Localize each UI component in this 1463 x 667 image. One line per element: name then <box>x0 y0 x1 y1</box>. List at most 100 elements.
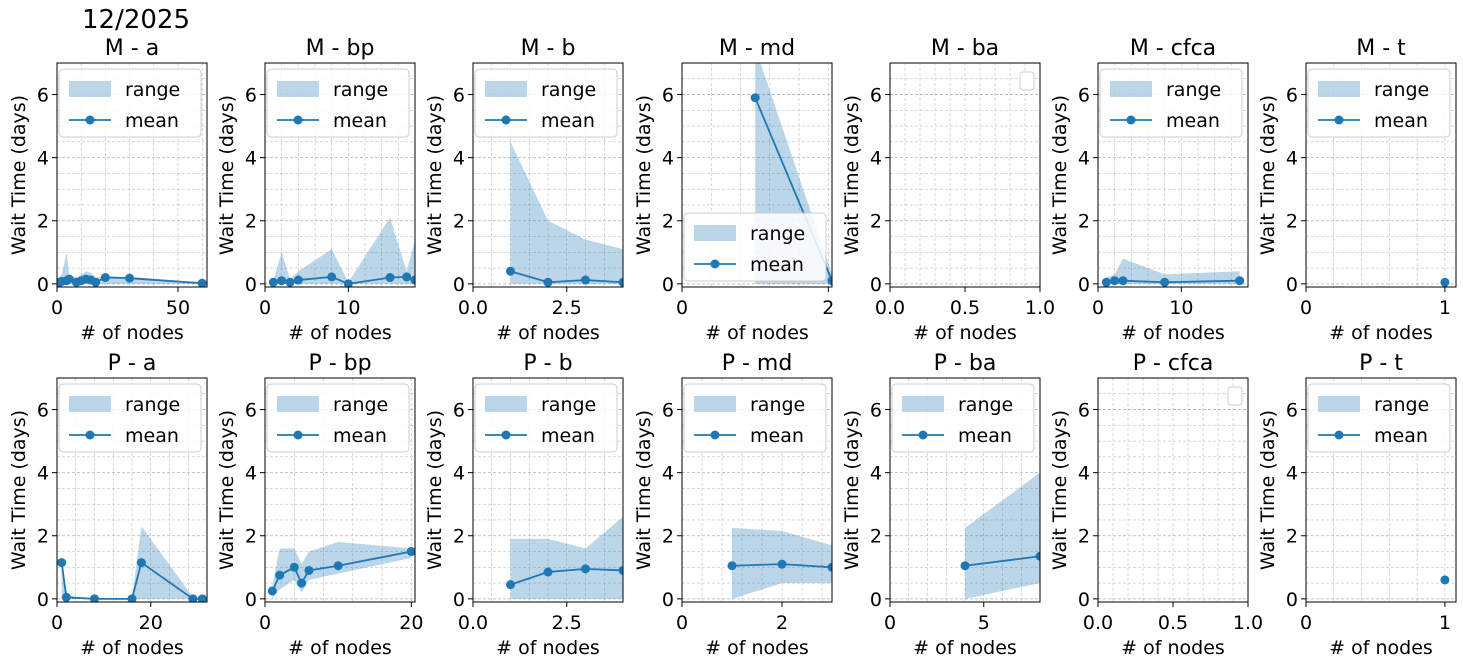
legend-mean-label: mean <box>125 110 179 132</box>
x-axis-label: # of nodes <box>913 322 1017 344</box>
mean-point <box>127 594 137 602</box>
legend-range-swatch <box>277 396 319 412</box>
y-tick-label: 0 <box>453 274 465 296</box>
x-axis-label: # of nodes <box>1121 637 1225 659</box>
legend-mean-marker <box>1334 430 1344 440</box>
mean-point <box>197 594 207 602</box>
subplot-title: P - a <box>108 351 157 376</box>
y-tick-label: 4 <box>1078 148 1090 170</box>
legend-mean-label: mean <box>750 425 804 447</box>
y-tick-label: 6 <box>870 400 882 422</box>
y-tick-label: 2 <box>245 211 257 233</box>
legend-mean-marker <box>85 115 95 125</box>
x-axis-label: # of nodes <box>288 322 392 344</box>
x-tick-label: 2 <box>776 612 788 634</box>
mean-point <box>618 565 623 575</box>
y-tick-label: 0 <box>453 589 465 611</box>
x-tick-label: 2.5 <box>552 612 582 634</box>
y-tick-label: 2 <box>662 526 674 548</box>
legend-range-label: range <box>1166 79 1221 101</box>
y-axis-label: Wait Time (days) <box>841 95 863 255</box>
mean-point <box>268 277 278 287</box>
y-tick-label: 0 <box>1078 589 1090 611</box>
x-tick-label: 0.5 <box>950 297 980 319</box>
range-band <box>965 472 1040 599</box>
mean-point <box>277 276 287 286</box>
axes-frame <box>264 62 416 288</box>
mean-point <box>100 273 110 283</box>
mean-point <box>581 275 590 285</box>
subplot: 0 2 4 6 0 1 P - t # of nodes Wait Time (days) ran… <box>1257 351 1457 659</box>
mean-point <box>64 274 74 284</box>
subplot: 0 2 4 6 0 10 M - cfca # of nodes Wait Time (days… <box>1049 36 1249 344</box>
subplot-title: P - bp <box>308 351 371 376</box>
mean-point <box>727 561 737 571</box>
legend-range-label: range <box>333 79 388 101</box>
mean-point <box>57 558 67 568</box>
x-axis-label: # of nodes <box>288 637 392 659</box>
x-axis-label: # of nodes <box>705 637 809 659</box>
legend-mean-marker <box>85 430 95 440</box>
x-tick-label: 0 <box>259 297 271 319</box>
mean-point <box>385 273 395 283</box>
y-tick-label: 4 <box>37 463 49 485</box>
mean-point <box>343 279 353 287</box>
mean-point <box>827 562 832 572</box>
x-tick-label: 50 <box>166 297 190 319</box>
mean-point <box>197 278 207 287</box>
mean-point <box>827 276 832 286</box>
legend-mean-marker <box>501 430 511 440</box>
subplot-title: P - md <box>722 351 793 376</box>
y-tick-label: 2 <box>1286 526 1298 548</box>
y-tick-label: 0 <box>245 274 257 296</box>
y-tick-label: 6 <box>1078 85 1090 107</box>
x-tick-label: 10 <box>1169 297 1193 319</box>
x-tick-label: 2 <box>822 297 834 319</box>
legend: range mean <box>891 383 1035 453</box>
y-axis-label: Wait Time (days) <box>216 95 238 255</box>
mean-point <box>1101 277 1111 287</box>
y-axis-label: Wait Time (days) <box>424 410 446 570</box>
subplot: 0 2 4 6 0 1 M - t # of nodes Wait Time (days) ran… <box>1257 36 1457 344</box>
legend: range mean <box>266 68 410 138</box>
legend-range-label: range <box>125 394 180 416</box>
x-axis-label: # of nodes <box>80 637 184 659</box>
y-tick-label: 2 <box>662 211 674 233</box>
mean-point <box>581 564 590 574</box>
x-tick-label: 20 <box>399 612 423 634</box>
y-tick-label: 2 <box>1078 211 1090 233</box>
axes-frame <box>472 377 624 603</box>
mean-point <box>410 275 415 285</box>
x-tick-label: 0.0 <box>458 612 488 634</box>
y-tick-label: 2 <box>870 211 882 233</box>
y-axis-label: Wait Time (days) <box>633 410 655 570</box>
mean-point <box>1035 551 1040 561</box>
y-axis-label: Wait Time (days) <box>8 410 30 570</box>
mean-point <box>1160 277 1170 287</box>
subplot-title: P - b <box>523 351 572 376</box>
y-tick-label: 6 <box>1286 85 1298 107</box>
legend-range-label: range <box>333 394 388 416</box>
mean-point <box>506 580 515 590</box>
mean-point <box>506 266 515 276</box>
y-tick-label: 2 <box>453 211 465 233</box>
x-tick-label: 5 <box>978 612 990 634</box>
mean-point <box>327 272 337 282</box>
subplot: 0 2 4 6 0.0 2.5 P - b # of nodes Wait Time (days… <box>424 351 624 659</box>
mean-point <box>1440 575 1450 585</box>
subplot-title: P - ba <box>934 351 997 376</box>
subplot: 0 2 4 6 0 50 M - a # of nodes Wait Time (days) ra… <box>8 36 208 344</box>
legend-mean-marker <box>293 115 303 125</box>
legend-mean-marker <box>710 430 720 440</box>
mean-point <box>289 562 299 572</box>
range-band <box>273 217 415 284</box>
y-tick-label: 4 <box>245 463 257 485</box>
x-tick-label: 0 <box>676 297 688 319</box>
legend: range mean <box>1307 383 1451 453</box>
range-band <box>510 141 623 284</box>
legend: range mean <box>474 68 618 138</box>
mean-point <box>285 277 295 287</box>
y-tick-label: 6 <box>1286 400 1298 422</box>
y-tick-label: 6 <box>870 85 882 107</box>
x-tick-label: 0 <box>259 612 271 634</box>
